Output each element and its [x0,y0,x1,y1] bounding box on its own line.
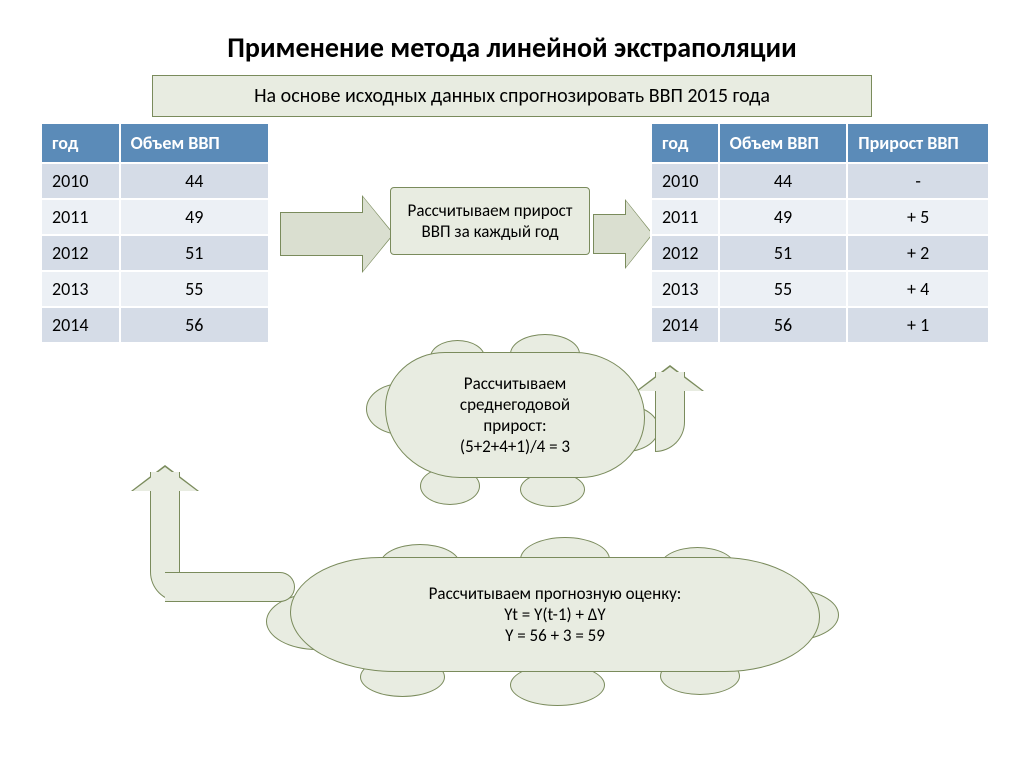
table-cell: 51 [120,235,269,271]
table-cell: 56 [719,307,848,343]
table-header: Объем ВВП [719,123,848,163]
table-cell: 2010 [41,163,120,199]
cloud-text: Рассчитываем [411,373,619,394]
output-table: год Объем ВВП Прирост ВВП 201044- 201149… [650,122,990,344]
diagram-area: год Объем ВВП 201044 201149 201251 20135… [0,122,1024,752]
table-cell: 44 [120,163,269,199]
table-cell: + 1 [847,307,989,343]
cloud-average-growth: Рассчитываем среднегодовой прирост: (5+2… [385,352,645,478]
table-header: Прирост ВВП [847,123,989,163]
cloud-text: среднегодовой [411,394,619,415]
table-cell: 2013 [651,271,719,307]
table-cell: 2014 [41,307,120,343]
page-title: Применение метода линейной экстраполяции [0,0,1024,75]
cloud-forecast: Рассчитываем прогнозную оценку: Yt = Y(t… [290,557,820,672]
table-cell: 49 [719,199,848,235]
table-cell: - [847,163,989,199]
table-cell: + 2 [847,235,989,271]
input-table: год Объем ВВП 201044 201149 201251 20135… [40,122,270,344]
table-cell: 51 [719,235,848,271]
table-cell: 55 [719,271,848,307]
table-cell: 44 [719,163,848,199]
cloud-text: Yt = Y(t-1) + ΔY [331,604,779,625]
cloud-text: прирост: [411,415,619,436]
table-header: год [41,123,120,163]
table-cell: 56 [120,307,269,343]
subtitle-box: На основе исходных данных спрогнозироват… [152,75,872,117]
cloud-text: Y = 56 + 3 = 59 [331,625,779,646]
table-cell: 2012 [651,235,719,271]
table-cell: 2011 [651,199,719,235]
step-box-growth: Рассчитываем прирост ВВП за каждый год [390,187,590,255]
table-cell: 2013 [41,271,120,307]
table-cell: 55 [120,271,269,307]
curved-arrow-icon [150,472,310,652]
table-header: год [651,123,719,163]
table-cell: 2011 [41,199,120,235]
table-cell: 2010 [651,163,719,199]
table-cell: 49 [120,199,269,235]
table-cell: 2014 [651,307,719,343]
table-header: Объем ВВП [120,123,269,163]
table-cell: + 4 [847,271,989,307]
table-cell: + 5 [847,199,989,235]
table-cell: 2012 [41,235,120,271]
cloud-text: (5+2+4+1)/4 = 3 [411,436,619,457]
cloud-text: Рассчитываем прогнозную оценку: [331,583,779,604]
